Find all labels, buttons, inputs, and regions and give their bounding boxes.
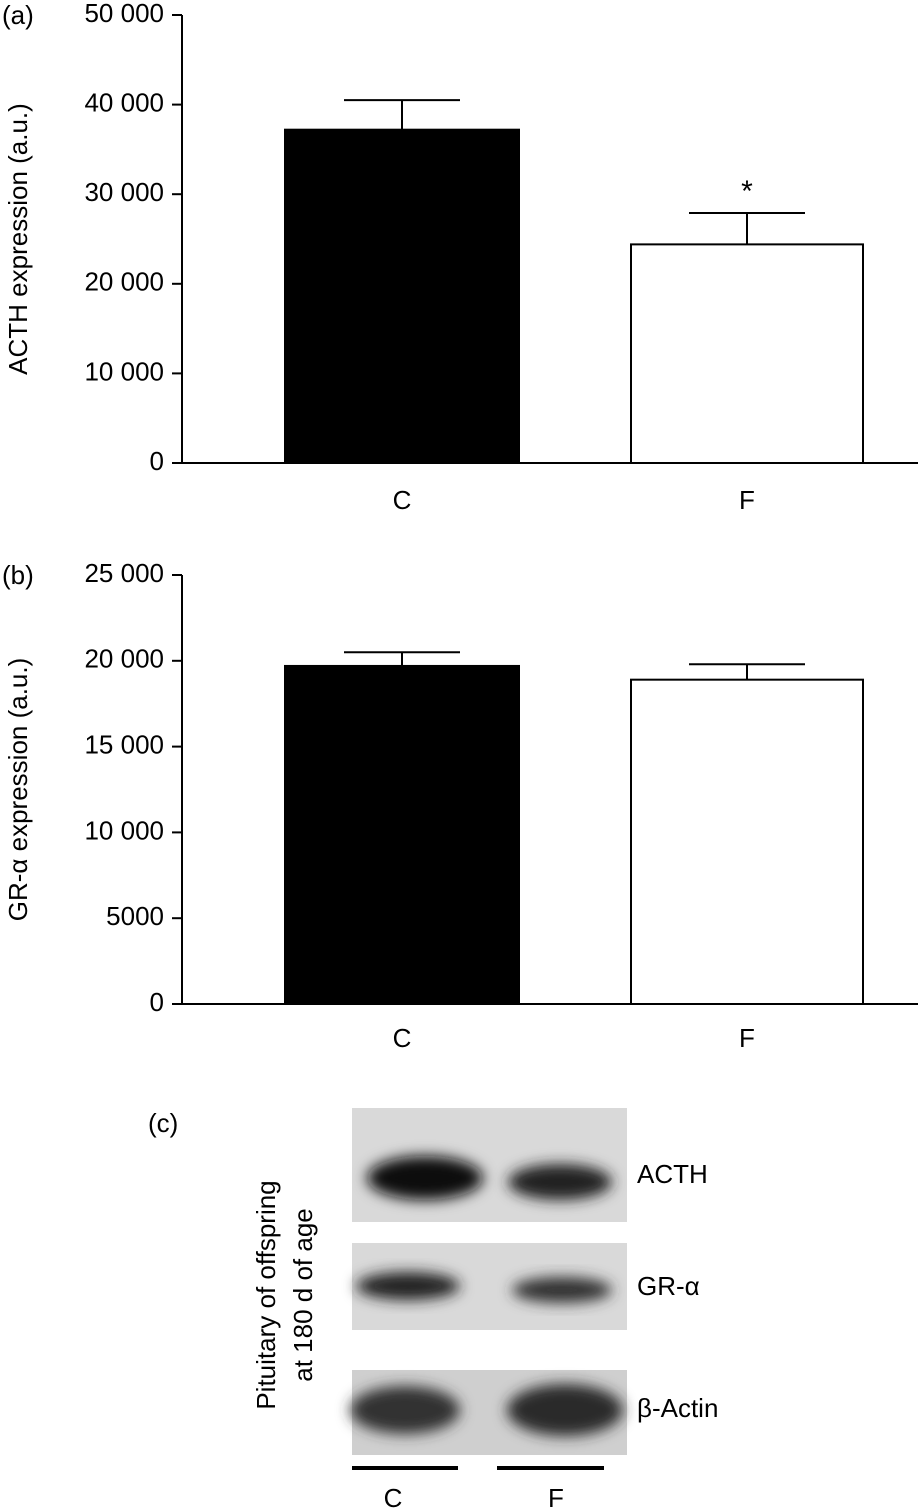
blot-side-label: Pituitary of offspring [251, 1180, 281, 1409]
y-axis-label: ACTH expression (a.u.) [3, 103, 33, 375]
y-tick-label: 0 [150, 446, 164, 476]
band [356, 1272, 460, 1300]
lane-label: C [384, 1483, 403, 1512]
band [507, 1384, 623, 1436]
y-tick-label: 25 000 [84, 558, 164, 588]
band-label: ACTH [637, 1159, 708, 1189]
x-tick-label: F [739, 485, 755, 515]
y-tick-label: 20 000 [84, 267, 164, 297]
band-label: β-Actin [637, 1393, 718, 1423]
band [350, 1386, 460, 1434]
x-tick-label: F [739, 1023, 755, 1053]
blot-side-label: at 180 d of age [288, 1208, 318, 1381]
y-tick-label: 5000 [106, 901, 164, 931]
y-tick-label: 15 000 [84, 729, 164, 759]
x-tick-label: C [393, 485, 412, 515]
y-tick-label: 10 000 [84, 815, 164, 845]
band [367, 1156, 483, 1200]
x-tick-label: C [393, 1023, 412, 1053]
lane-label: F [548, 1483, 564, 1512]
bar [630, 243, 864, 464]
band [508, 1164, 612, 1200]
band [512, 1277, 612, 1303]
panel-label: (b) [2, 560, 34, 590]
y-tick-label: 50 000 [84, 0, 164, 28]
y-tick-label: 20 000 [84, 644, 164, 674]
panel-label: (c) [148, 1108, 178, 1138]
y-tick-label: 30 000 [84, 177, 164, 207]
y-tick-label: 40 000 [84, 87, 164, 117]
y-tick-label: 10 000 [84, 356, 164, 386]
panel-label: (a) [2, 0, 34, 30]
bar [630, 678, 864, 1006]
bar [284, 664, 520, 1005]
annotation: * [741, 175, 753, 208]
y-tick-label: 0 [150, 987, 164, 1017]
y-axis-label: GR-α expression (a.u.) [3, 658, 33, 922]
blot-panel: (c) Pituitary of offspring at 180 d of a… [148, 1108, 718, 1512]
band-label: GR-α [637, 1271, 700, 1301]
bar [284, 128, 520, 465]
